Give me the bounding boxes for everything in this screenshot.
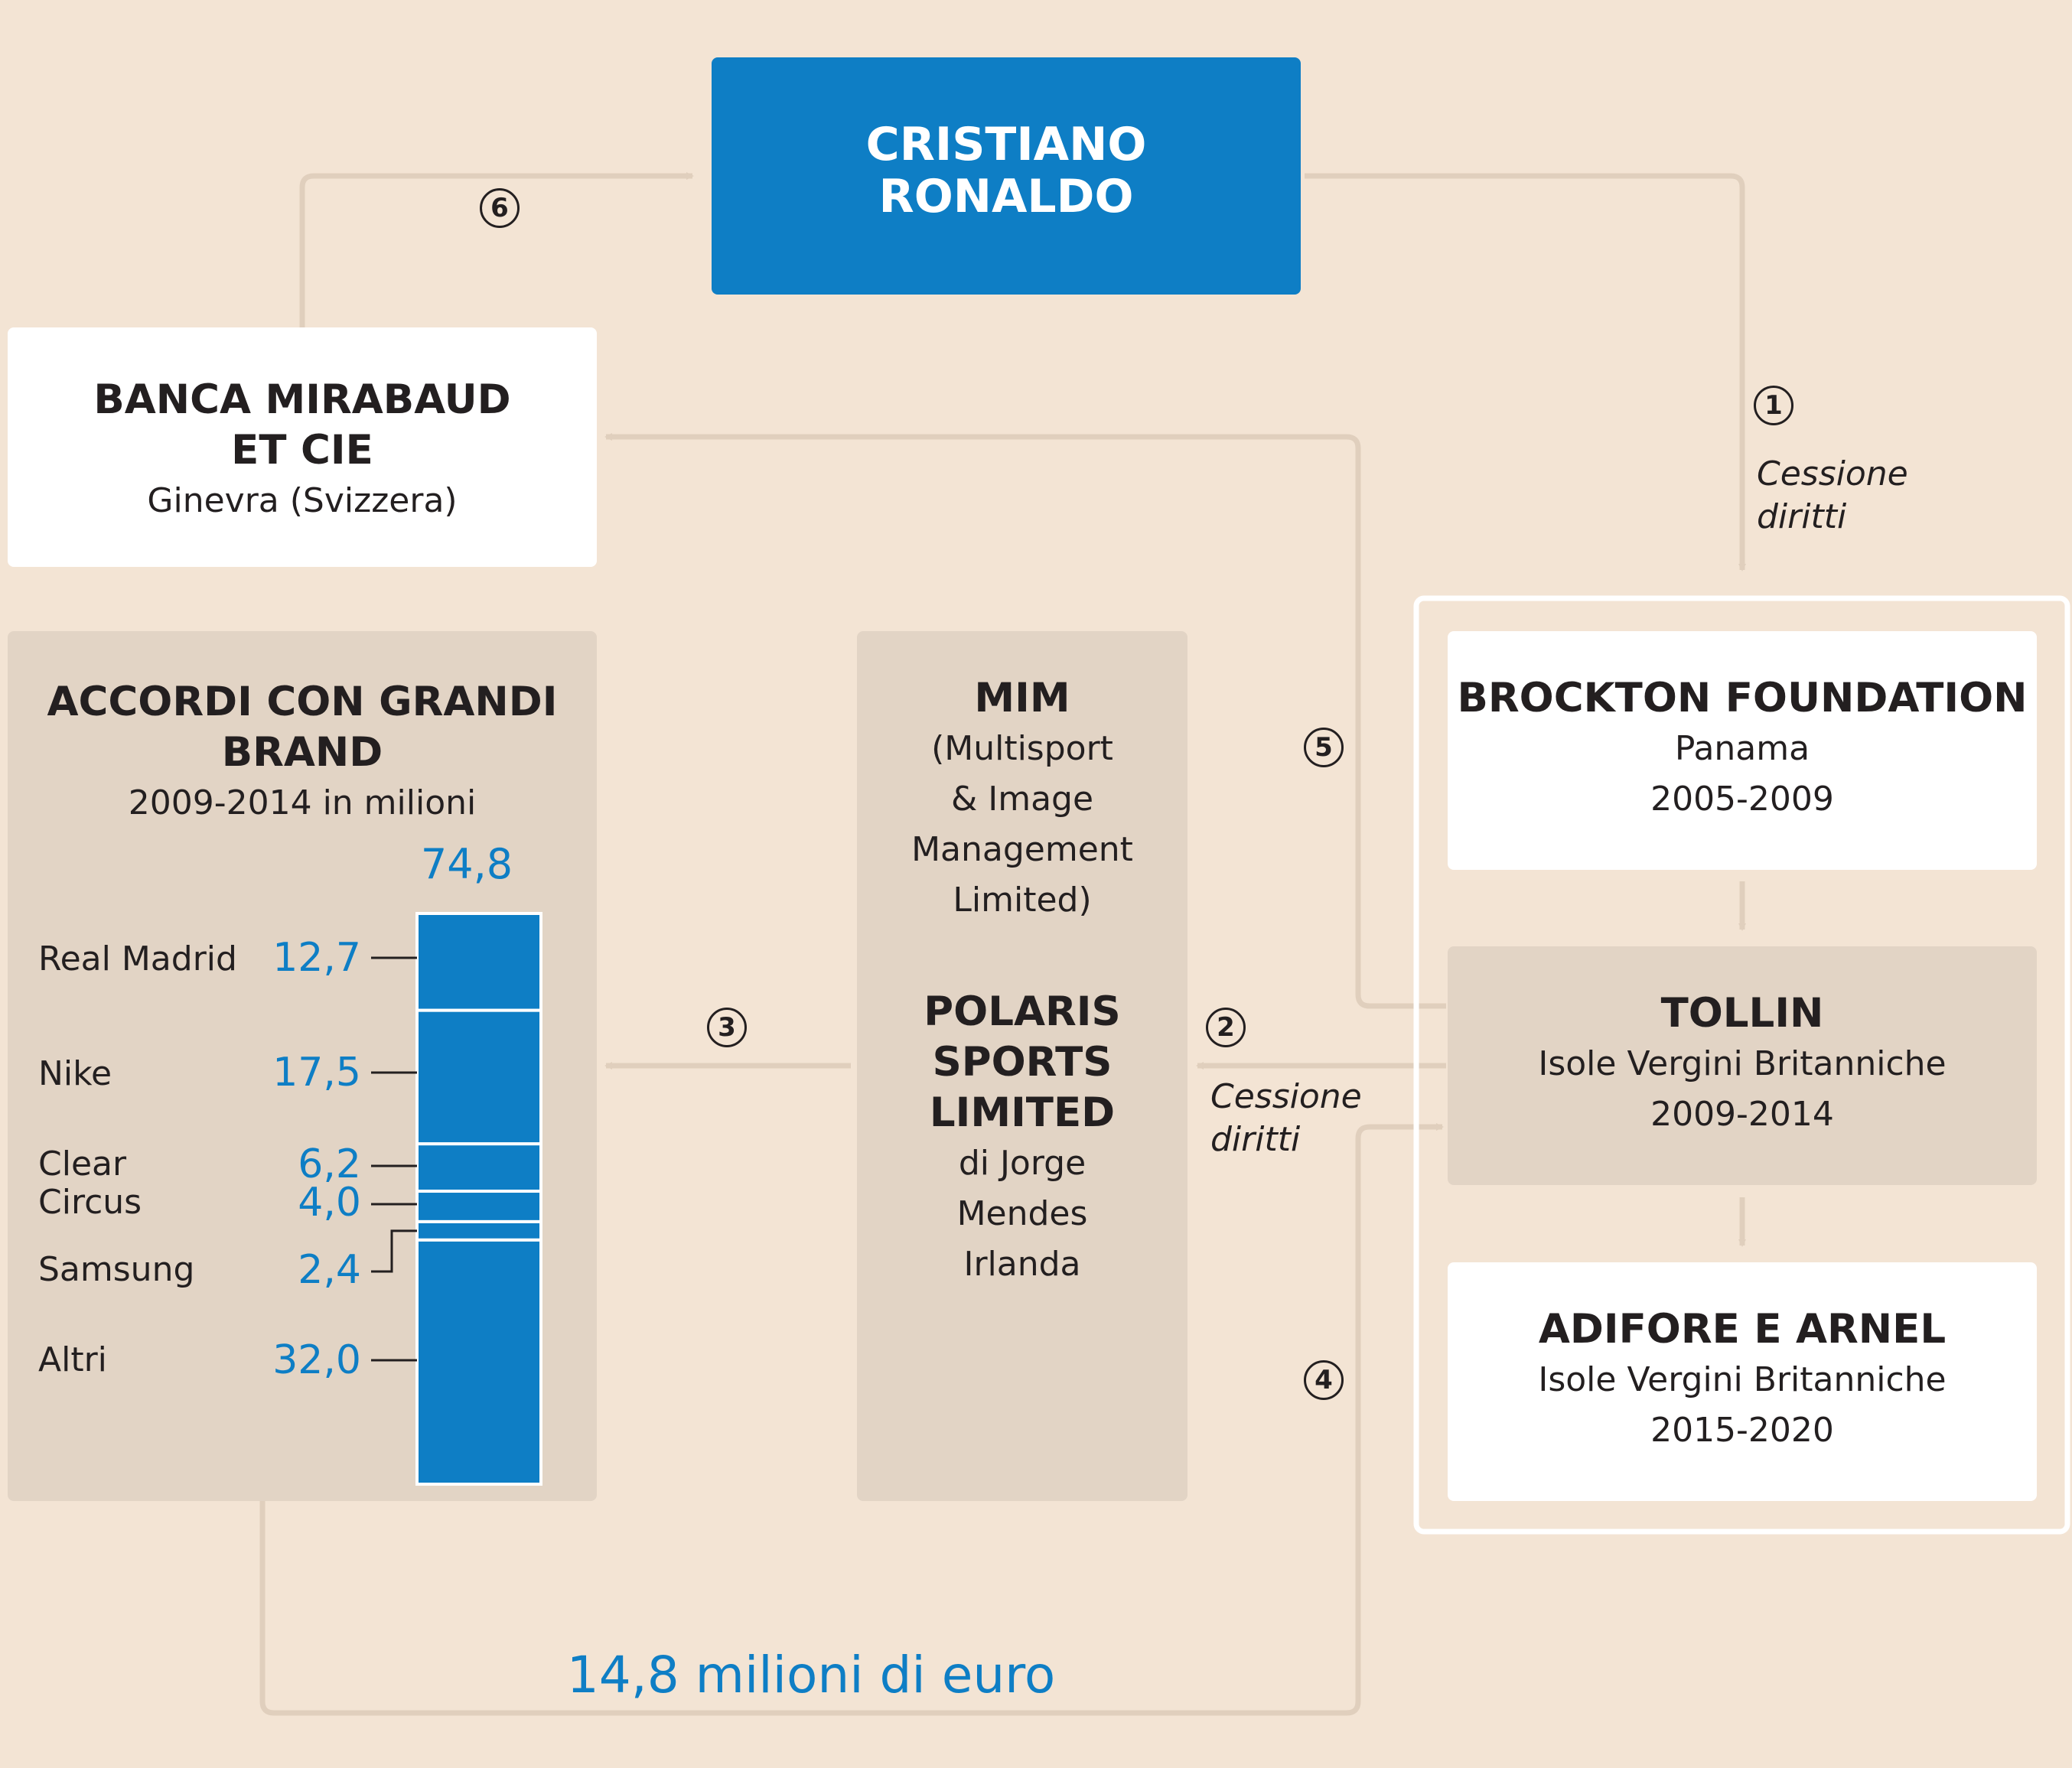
polaris-detail-3: Irlanda <box>963 1245 1081 1284</box>
brand-label-real-madrid: Real Madrid <box>38 939 237 978</box>
adifore-box: ADIFORE E ARNEL Isole Vergini Britannich… <box>1448 1262 2037 1501</box>
step-1-badge: 1 <box>1754 386 1793 425</box>
brand-value-nike: 17,5 <box>272 1050 361 1096</box>
brand-value-samsung: 2,4 <box>298 1247 361 1293</box>
tollin-years: 2009-2014 <box>1650 1095 1834 1134</box>
mim-title: MIM <box>974 675 1070 721</box>
ronaldo-box: CRISTIANO RONALDO <box>712 57 1301 295</box>
adifore-title: ADIFORE E ARNEL <box>1538 1306 1947 1353</box>
leader-line-samsung <box>371 1229 417 1273</box>
arrow-4 <box>259 1123 1444 1716</box>
cessione-label-2b: diritti <box>1210 1120 1301 1159</box>
arrow-6 <box>299 172 694 327</box>
brand-label-nike: Nike <box>38 1054 112 1093</box>
bar-segment-clear <box>415 1142 542 1193</box>
brand-label-altri: Altri <box>38 1340 107 1379</box>
brand-label-circus: Circus <box>38 1183 142 1222</box>
adifore-location: Isole Vergini Britanniche <box>1538 1360 1947 1399</box>
polaris-title-3: LIMITED <box>929 1089 1116 1136</box>
mirabaud-location: Ginevra (Svizzera) <box>147 481 458 520</box>
brand-label-clear: Clear <box>38 1144 127 1184</box>
ronaldo-name-line1: CRISTIANO <box>865 118 1147 171</box>
polaris-title-1: POLARIS <box>924 988 1121 1035</box>
cessione-label-2a: Cessione <box>1210 1077 1362 1116</box>
step-6-badge: 6 <box>480 188 520 228</box>
bar-segment-samsung <box>415 1219 542 1242</box>
step-5-badge: 5 <box>1304 728 1344 767</box>
bar-segment-circus <box>415 1190 542 1223</box>
bar-segment-altri <box>415 1238 542 1486</box>
mim-desc-4: Limited) <box>953 881 1092 920</box>
brockton-title: BROCKTON FOUNDATION <box>1457 675 2028 721</box>
mim-desc-1: (Multisport <box>931 729 1113 768</box>
cessione-label-1b: diritti <box>1757 497 1847 536</box>
ronaldo-name-line2: RONALDO <box>878 170 1134 223</box>
brockton-box: BROCKTON FOUNDATION Panama 2005-2009 <box>1448 631 2037 870</box>
brand-label-samsung: Samsung <box>38 1250 195 1289</box>
step-4-badge: 4 <box>1304 1360 1344 1400</box>
mim-desc-3: Management <box>911 830 1133 869</box>
mirabaud-box: BANCA MIRABAUD ET CIE Ginevra (Svizzera) <box>8 327 597 567</box>
step-3-badge: 3 <box>707 1008 747 1047</box>
brand-value-circus: 4,0 <box>298 1180 361 1226</box>
brockton-location: Panama <box>1674 729 1810 768</box>
cessione-label-1a: Cessione <box>1757 454 1908 493</box>
brands-title-line2: BRAND <box>221 729 383 776</box>
brands-title-line1: ACCORDI CON GRANDI <box>47 679 558 725</box>
step-2-badge: 2 <box>1206 1008 1246 1047</box>
brand-value-clear: 6,2 <box>298 1141 361 1187</box>
polaris-detail-1: di Jorge <box>958 1144 1086 1183</box>
mirabaud-title-line2: ET CIE <box>231 427 373 474</box>
mirabaud-title-line1: BANCA MIRABAUD <box>93 376 511 423</box>
brand-value-altri: 32,0 <box>272 1337 361 1383</box>
polaris-title-2: SPORTS <box>932 1039 1113 1086</box>
mim-panel: MIM (Multisport & Image Management Limit… <box>857 631 1187 1501</box>
bar-segment-real-madrid <box>415 912 542 1012</box>
tollin-box: TOLLIN Isole Vergini Britanniche 2009-20… <box>1448 946 2037 1185</box>
brands-total: 74,8 <box>420 840 513 888</box>
adifore-years: 2015-2020 <box>1650 1411 1834 1450</box>
tollin-title: TOLLIN <box>1660 990 1824 1037</box>
arrow-1 <box>1305 173 1746 571</box>
polaris-detail-2: Mendes <box>956 1194 1088 1233</box>
mim-desc-2: & Image <box>950 780 1094 819</box>
payment-amount: 14,8 milioni di euro <box>566 1646 1056 1705</box>
arrow-5 <box>604 433 1446 1009</box>
offshore-group-frame <box>1413 595 2070 1535</box>
brand-value-real-madrid: 12,7 <box>272 935 361 981</box>
bar-segment-nike <box>415 1008 542 1146</box>
brockton-years: 2005-2009 <box>1650 780 1834 819</box>
brands-subtitle: 2009-2014 in milioni <box>128 783 477 822</box>
tollin-location: Isole Vergini Britanniche <box>1538 1044 1947 1083</box>
